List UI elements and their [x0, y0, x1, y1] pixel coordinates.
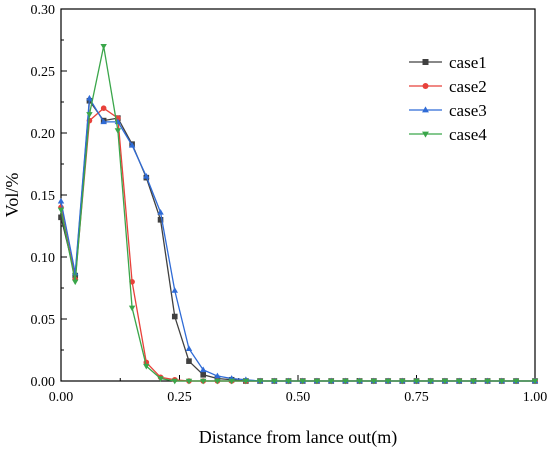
data-point-case4: [356, 378, 363, 385]
data-point-case3: [143, 173, 150, 179]
data-point-case4: [114, 128, 122, 134]
legend-item-case4: case4: [409, 125, 487, 144]
data-point-case4: [171, 378, 178, 385]
data-point-case1: [200, 372, 206, 378]
data-point-case4: [143, 363, 150, 370]
y-tick-label: 0.20: [31, 127, 56, 142]
series-line-case4: [60, 46, 535, 382]
data-point-case2: [100, 105, 107, 111]
legend-swatch-marker: [422, 106, 429, 113]
data-point-case4: [512, 378, 520, 385]
data-point-case1: [186, 358, 192, 364]
data-point-case4: [498, 378, 506, 385]
data-point-case4: [484, 378, 491, 385]
data-point-case3: [214, 372, 221, 379]
data-point-case4: [57, 207, 65, 214]
data-point-case4: [384, 378, 392, 385]
data-point-case4: [86, 112, 93, 118]
legend: case1 case2 case3 case4: [409, 53, 487, 144]
y-tick-label: 0.00: [31, 375, 56, 390]
series-line-case2: [60, 107, 535, 382]
data-point-case4: [128, 305, 136, 312]
data-point-case4: [413, 378, 420, 385]
data-point-case3: [100, 118, 107, 125]
data-point-case4: [455, 378, 463, 385]
legend-label: case1: [449, 53, 487, 72]
data-point-case4: [214, 378, 221, 385]
x-axis-label: Distance from lance out(m): [199, 427, 397, 448]
data-point-case4: [271, 378, 278, 385]
legend-swatch-marker: [422, 83, 429, 89]
x-tick-label: 0.50: [286, 390, 311, 405]
y-tick-label: 0.05: [31, 313, 56, 328]
y-tick-label: 0.30: [31, 3, 56, 18]
data-point-case4: [427, 378, 434, 385]
legend-label: case3: [449, 101, 487, 120]
data-point-case3: [157, 209, 164, 215]
legend-item-case3: case3: [409, 101, 487, 120]
data-point-case3: [128, 142, 136, 148]
data-point-case1: [157, 217, 164, 223]
data-point-case3: [199, 366, 207, 373]
x-tick-label: 0.25: [167, 390, 192, 405]
data-point-case4: [242, 378, 250, 385]
data-point-case4: [370, 378, 378, 385]
legend-label: case4: [449, 125, 487, 144]
data-point-case4: [100, 43, 107, 50]
data-point-case4: [327, 378, 335, 385]
data-point-case4: [185, 378, 193, 385]
x-tick-label: 1.00: [523, 390, 548, 405]
legend-swatch-marker: [422, 131, 429, 138]
data-point-case4: [313, 378, 321, 385]
data-point-case4: [285, 378, 292, 385]
data-point-case4: [228, 378, 235, 385]
data-point-case1: [58, 214, 64, 221]
legend-swatch-marker: [422, 59, 429, 65]
data-point-case3: [86, 94, 93, 101]
data-point-case3: [185, 345, 193, 351]
series-layer: [57, 43, 539, 385]
data-point-case4: [531, 378, 539, 385]
data-point-case4: [441, 378, 449, 385]
data-point-case3: [171, 287, 178, 293]
data-point-case4: [470, 378, 477, 385]
data-point-case4: [72, 279, 79, 286]
y-tick-label: 0.10: [31, 251, 56, 266]
data-point-case4: [342, 378, 349, 385]
y-axis-label: Vol/%: [2, 173, 22, 218]
data-point-case4: [199, 378, 207, 385]
data-point-case4: [157, 376, 164, 382]
x-tick-label: 0.75: [404, 390, 429, 405]
series-case4: [57, 43, 539, 385]
y-tick-label: 0.25: [31, 65, 56, 80]
data-point-case4: [399, 378, 406, 385]
data-point-case1: [171, 313, 178, 320]
y-tick-label: 0.15: [31, 189, 56, 204]
y-axis-ticks: 0.00 0.05 0.10 0.15 0.20 0.25 0.30: [31, 3, 67, 390]
x-tick-label: 0.00: [49, 390, 74, 405]
legend-label: case2: [449, 77, 487, 96]
legend-item-case2: case2: [409, 77, 487, 96]
legend-item-case1: case1: [409, 53, 487, 72]
data-point-case4: [299, 378, 306, 385]
data-point-case3: [57, 197, 65, 204]
data-point-case4: [256, 378, 264, 385]
